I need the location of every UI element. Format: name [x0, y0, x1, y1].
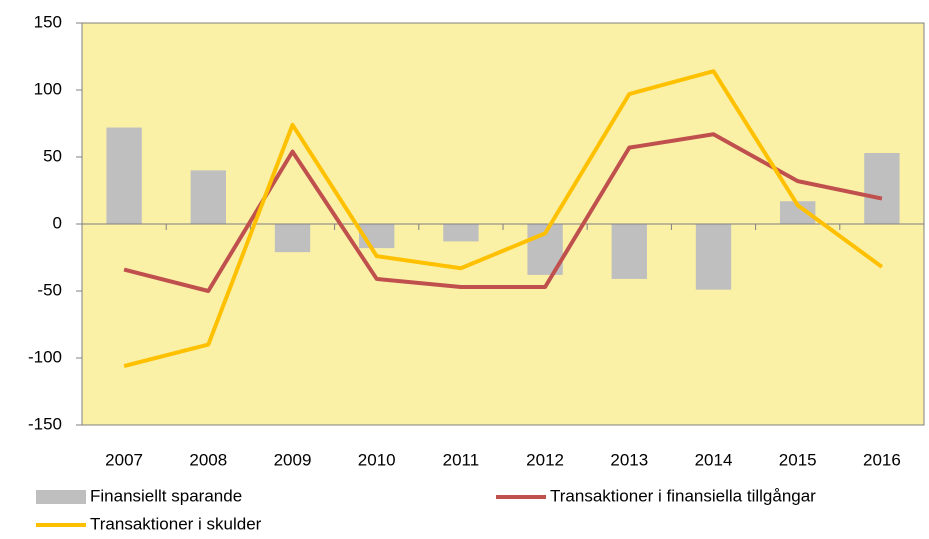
- legend-label: Transaktioner i finansiella tillgångar: [550, 486, 816, 505]
- x-tick-label: 2015: [779, 450, 817, 469]
- x-tick-label: 2016: [863, 450, 901, 469]
- x-tick-label: 2013: [610, 450, 648, 469]
- x-tick-label: 2011: [443, 450, 480, 469]
- y-tick-label: 50: [43, 146, 62, 165]
- x-tick-label: 2008: [189, 450, 227, 469]
- y-tick-label: 150: [34, 12, 62, 31]
- bar: [695, 224, 732, 290]
- y-tick-label: -100: [28, 347, 62, 366]
- line: [123, 132, 883, 293]
- legend-label: Finansiellt sparande: [90, 486, 242, 505]
- y-tick-label: 100: [34, 79, 62, 98]
- x-tick-label: 2014: [695, 450, 733, 469]
- bar: [190, 170, 226, 224]
- x-tick-label: 2012: [526, 450, 564, 469]
- line: [123, 69, 884, 368]
- bar: [106, 127, 142, 224]
- bar: [864, 152, 900, 224]
- legend-label: Transaktioner i skulder: [90, 514, 262, 533]
- bar: [274, 224, 311, 253]
- legend-swatch: [36, 490, 86, 504]
- y-tick-label: -50: [37, 280, 62, 299]
- bar: [780, 201, 816, 224]
- y-tick-label: -150: [28, 414, 62, 433]
- x-tick-label: 2007: [105, 450, 143, 469]
- x-tick-label: 2009: [274, 450, 312, 469]
- bar: [443, 224, 479, 242]
- y-tick-label: 0: [53, 213, 62, 232]
- x-tick-label: 2010: [358, 450, 396, 469]
- bar: [611, 224, 647, 279]
